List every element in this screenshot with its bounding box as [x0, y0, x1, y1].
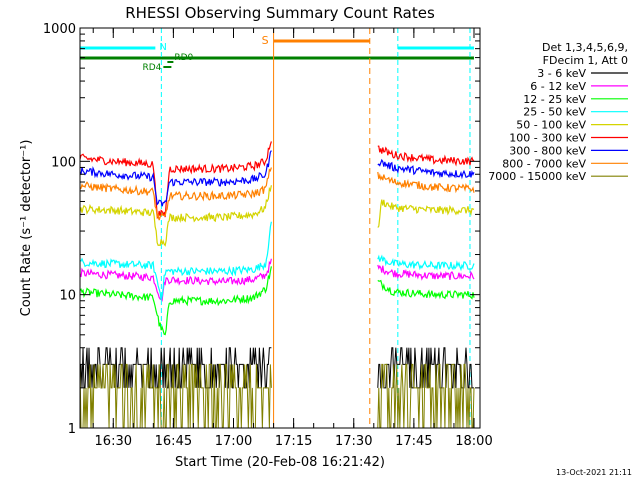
legend-entry-label-5: 100 - 300 keV: [509, 132, 586, 145]
series-8-segment-1: [377, 363, 475, 428]
series-2-segment-1: [377, 279, 475, 300]
series-0-segment-0: [80, 347, 272, 389]
series-7-segment-1: [377, 171, 475, 194]
x-tick-label-1: 16:45: [155, 434, 192, 449]
series-0: [80, 347, 474, 389]
series-3: [80, 221, 475, 301]
rd0-label: RD0: [174, 53, 193, 63]
saa-label: S: [262, 34, 269, 47]
series-7-segment-0: [80, 167, 272, 221]
series-5: [80, 141, 475, 219]
y-tick-label-2: 100: [51, 155, 76, 170]
series-6-segment-1: [377, 158, 475, 180]
series-lines: [80, 141, 475, 428]
rd4-label: RD4: [142, 63, 161, 73]
series-6: [80, 150, 475, 207]
x-tick-label-6: 18:00: [455, 434, 492, 449]
legend-entry-label-3: 25 - 50 keV: [523, 106, 586, 119]
plot-frame: [79, 27, 481, 429]
annotations: N S RD0 RD4: [79, 28, 474, 428]
series-2: [80, 266, 475, 336]
chart-title: RHESSI Observing Summary Count Rates: [125, 4, 435, 22]
series-3-segment-0: [80, 221, 272, 301]
series-2-segment-0: [80, 266, 272, 336]
x-tick-label-5: 17:45: [395, 434, 432, 449]
legend-entry-label-1: 6 - 12 keV: [530, 80, 586, 93]
axes: 1 10 100 1000 16:30 16:45 17:00 17:15 17:30 17:45…: [43, 22, 493, 449]
night-label: N: [159, 42, 166, 53]
legend-entry-label-0: 3 - 6 keV: [537, 67, 586, 80]
legend-entry-label-8: 7000 - 15000 keV: [488, 170, 586, 183]
legend-entry-label-2: 12 - 25 keV: [523, 93, 586, 106]
series-4-segment-0: [80, 185, 272, 247]
series-5-segment-0: [80, 141, 272, 219]
series-3-segment-1: [377, 254, 475, 272]
series-1: [80, 258, 475, 302]
legend-entry-label-4: 50 - 100 keV: [516, 119, 586, 132]
legend: Det 1,3,4,5,6,9, FDecim 1, Att 0 3 - 6 k…: [488, 41, 628, 183]
legend-header-line-2: FDecim 1, Att 0: [543, 54, 628, 67]
series-7: [80, 167, 475, 221]
legend-header-line-1: Det 1,3,4,5,6,9,: [542, 41, 628, 54]
x-tick-label-4: 17:30: [335, 434, 372, 449]
y-axis-label: Count Rate (s⁻¹ detector⁻¹): [19, 140, 34, 317]
legend-entry-label-6: 300 - 800 keV: [509, 144, 586, 157]
x-tick-label-0: 16:30: [95, 434, 132, 449]
series-4-segment-1: [377, 199, 475, 228]
series-8-segment-0: [80, 363, 272, 428]
series-1-segment-1: [377, 264, 475, 281]
y-tick-label-0: 1: [68, 422, 76, 437]
footer-timestamp: 13-Oct-2021 21:11: [556, 468, 632, 477]
x-axis-label: Start Time (20-Feb-08 16:21:42): [175, 455, 385, 470]
y-tick-label-1: 10: [59, 289, 76, 304]
y-tick-label-3: 1000: [43, 22, 76, 37]
legend-entry-label-7: 800 - 7000 keV: [502, 157, 586, 170]
series-5-segment-1: [377, 145, 475, 167]
x-tick-label-3: 17:15: [275, 434, 312, 449]
x-tick-label-2: 17:00: [215, 434, 252, 449]
series-1-segment-0: [80, 258, 272, 302]
series-6-segment-0: [80, 150, 272, 207]
series-4: [80, 185, 475, 247]
series-8: [80, 363, 475, 428]
